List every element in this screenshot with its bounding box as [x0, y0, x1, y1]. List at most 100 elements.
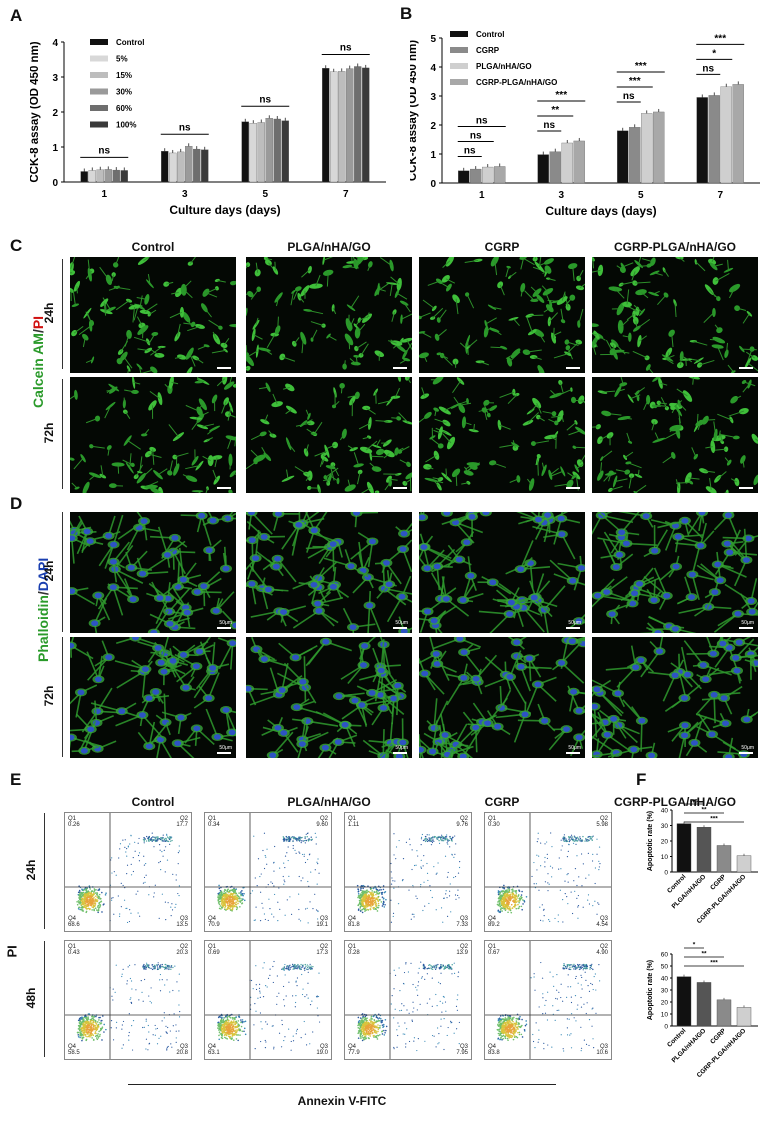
- column-header: PLGA/nHA/GO: [287, 795, 371, 809]
- bar: [96, 169, 104, 183]
- bar: [696, 97, 708, 184]
- bar: [338, 71, 346, 183]
- y-tick-label: 0: [664, 1024, 668, 1031]
- row-bracket: [44, 813, 45, 929]
- x-tick-label: 5: [262, 189, 268, 200]
- stain-label-calcein-pi: Calcein AM/PI: [30, 315, 46, 408]
- x-tick-label: 1: [101, 189, 107, 200]
- microscopy-image: 50μm: [246, 512, 412, 633]
- bar: [708, 95, 720, 184]
- legend-label: CGRP-PLGA/nHA/GO: [476, 78, 557, 87]
- scale-bar-label: 50μm: [568, 620, 581, 626]
- flow-cytometry-plot: Q1 0.30 Q2 5.98 Q4 89.2 Q3 4.54: [484, 812, 612, 932]
- y-tick-label: 3: [430, 92, 436, 103]
- quadrant-label: Q4 70.9: [208, 916, 220, 928]
- flow-cytometry-plot: Q1 0.26 Q2 17.7 Q4 68.6 Q3 13.5: [64, 812, 192, 932]
- microscopy-image: [70, 377, 236, 493]
- bar: [161, 151, 169, 183]
- significance-label: **: [551, 105, 559, 116]
- bar: [88, 170, 96, 183]
- scale-bar: [217, 367, 231, 369]
- microscopy-image: 50μm: [70, 512, 236, 633]
- panel-letter-b: B: [400, 4, 413, 23]
- bar: [716, 845, 732, 873]
- quadrant-label: Q2 9.60: [316, 816, 328, 828]
- significance-label: ***: [710, 816, 718, 823]
- bar: [241, 121, 249, 183]
- scale-bar: [393, 487, 407, 489]
- legend-label: 5%: [116, 55, 128, 64]
- quadrant-label: Q1 0.67: [488, 944, 500, 956]
- significance-label: ns: [179, 122, 191, 133]
- flow-x-axis-line: [128, 1084, 556, 1085]
- legend-swatch: [90, 105, 108, 111]
- significance-label: ns: [476, 115, 488, 126]
- bar: [120, 170, 128, 183]
- bar: [201, 149, 209, 183]
- y-tick-label: 3: [52, 73, 58, 84]
- bar: [736, 1007, 752, 1027]
- y-axis-title: CCK-8 assay (OD 450 nm): [30, 41, 41, 182]
- legend-swatch: [450, 31, 468, 37]
- significance-label: ns: [340, 43, 352, 54]
- significance-label: *: [712, 48, 716, 59]
- y-tick-label: 0: [664, 870, 668, 877]
- quadrant-label: Q3 4.54: [596, 916, 608, 928]
- bar: [470, 168, 482, 184]
- significance-label: ***: [555, 90, 567, 101]
- quadrant-label: Q3 20.8: [176, 1044, 188, 1056]
- y-tick-label: 0: [430, 179, 436, 190]
- y-axis-title: CCK-8 assay (OD 450 nm): [410, 40, 419, 181]
- legend-swatch: [90, 88, 108, 95]
- chart-b-cck8-groups: 0123451nsnsns3ns*****5ns******7ns****Con…: [410, 30, 760, 218]
- legend-label: Control: [476, 30, 504, 39]
- quadrant-label: Q4 77.9: [348, 1044, 360, 1056]
- significance-label: **: [701, 807, 707, 814]
- bar: [494, 166, 506, 184]
- scale-bar: [217, 487, 231, 489]
- flow-y-axis-label: PI: [4, 945, 20, 958]
- scale-bar: [217, 752, 231, 754]
- microscopy-image: 50μm: [592, 637, 758, 758]
- bar: [482, 166, 494, 184]
- flow-x-axis-label: Annexin V-FITC: [297, 1094, 387, 1108]
- bar: [561, 142, 573, 184]
- x-tick-label: 7: [717, 190, 723, 201]
- panel-letter-f: F: [636, 770, 647, 789]
- flow-cytometry-plot: Q1 1.11 Q2 9.76 Q4 81.8 Q3 7.33: [344, 812, 472, 932]
- quadrant-label: Q3 10.6: [596, 1044, 608, 1056]
- legend-label: CGRP: [476, 46, 500, 55]
- quadrant-label: Q3 7.95: [456, 1044, 468, 1056]
- quadrant-label: Q2 5.98: [596, 816, 608, 828]
- microscopy-image: 50μm: [419, 512, 585, 633]
- row-bracket: [62, 379, 63, 489]
- bar: [322, 68, 330, 183]
- quadrant-label: Q4 63.1: [208, 1044, 220, 1056]
- y-tick-label: 50: [661, 964, 669, 971]
- row-label: 24h: [42, 560, 56, 582]
- flow-cytometry-plot: Q1 0.43 Q2 20.3 Q4 58.5 Q3 20.8: [64, 940, 192, 1060]
- legend-label: 100%: [116, 121, 136, 130]
- significance-label: **: [701, 951, 707, 958]
- legend-swatch: [90, 121, 108, 128]
- bar: [330, 71, 338, 183]
- quadrant-label: Q2 20.3: [176, 944, 188, 956]
- flow-cytometry-plot: Q1 0.67 Q2 4.90 Q4 83.8 Q3 10.6: [484, 940, 612, 1060]
- legend-swatch: [450, 79, 468, 85]
- scale-bar: [566, 487, 580, 489]
- y-tick-label: 60: [661, 952, 669, 959]
- bar: [169, 152, 177, 183]
- bar: [354, 66, 362, 183]
- row-bracket: [62, 512, 63, 632]
- x-tick-label: 5: [638, 190, 644, 201]
- microscopy-image: [70, 257, 236, 373]
- y-axis-title: Apoptotic rate (%): [647, 811, 654, 871]
- column-header: CGRP: [484, 240, 520, 254]
- y-tick-label: 30: [661, 823, 669, 830]
- row-label: 24h: [42, 302, 56, 324]
- bar: [273, 118, 281, 183]
- x-tick-label: CGRP: [709, 873, 728, 892]
- scale-bar-label: 50μm: [219, 745, 232, 751]
- y-tick-label: 40: [661, 976, 669, 983]
- scale-bar-label: 50μm: [219, 620, 232, 626]
